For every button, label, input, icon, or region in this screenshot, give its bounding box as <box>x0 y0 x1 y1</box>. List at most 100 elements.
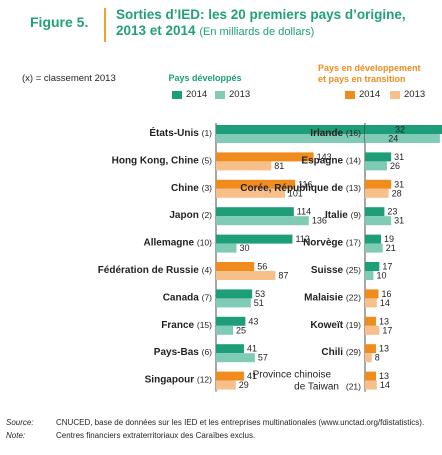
bar-2014 <box>216 179 296 189</box>
value-label-2013: 136 <box>312 216 327 226</box>
legend-label: 2013 <box>229 89 251 100</box>
bar-2014 <box>216 152 314 162</box>
bar-2014 <box>365 371 376 381</box>
category-label: Chili (29) <box>321 347 361 358</box>
value-label-2013: 17 <box>382 325 392 335</box>
category-label: Pays-Bas (6) <box>154 347 212 358</box>
bar-2013 <box>365 134 386 143</box>
value-label-2013: 28 <box>392 188 402 198</box>
value-label-2014: 116 <box>298 179 312 189</box>
bar-group-right-8: Chili (29) 138 <box>321 344 389 363</box>
value-label-2014: 13 <box>379 316 389 326</box>
bar-2013 <box>216 271 276 280</box>
category-label: Hong Kong, Chine (5) <box>112 155 213 166</box>
bar-2013 <box>216 353 255 363</box>
title-unit: (En milliards de dollars) <box>199 26 315 38</box>
category-label: Irlande (16) <box>310 128 361 139</box>
bar-group-left-5: Fédération de Russie (4) 56 87 <box>98 262 289 281</box>
legend-developing-2013: 2013 <box>390 89 425 100</box>
value-label-2014: 17 <box>382 262 392 272</box>
bar-2014 <box>365 179 392 189</box>
bar-2014 <box>216 289 253 299</box>
bar-2013 <box>365 325 380 335</box>
title-divider <box>104 8 106 42</box>
title-line-1: Sorties d’IED: les 20 premiers pays d’or… <box>116 7 406 22</box>
bar-2013 <box>365 161 387 171</box>
bar-2014 <box>365 125 392 134</box>
bar-2014 <box>365 316 376 326</box>
value-label-2013: 51 <box>254 298 264 308</box>
value-label-2014: 19 <box>384 234 394 244</box>
value-label-2013: 10 <box>376 271 386 281</box>
value-label-2013: 81 <box>274 161 284 171</box>
value-label-2014: 56 <box>257 262 267 272</box>
bar-2014 <box>365 289 379 299</box>
value-label-2013: 25 <box>236 325 246 335</box>
legend-label: 2013 <box>404 89 426 100</box>
chart-title: Sorties d’IED: les 20 premiers pays d’or… <box>116 7 436 40</box>
legend-developing-2014: 2014 <box>345 89 380 100</box>
source-text: CNUCED, base de données sur les IED et l… <box>56 418 425 427</box>
bar-2014 <box>365 344 376 354</box>
bar-2013 <box>365 216 392 226</box>
value-label-2014: 13 <box>379 344 389 354</box>
bar-2014 <box>216 125 442 134</box>
bar-2014 <box>216 344 244 354</box>
bar-2014 <box>216 262 255 271</box>
category-label: Corée, République de (13) <box>240 183 361 194</box>
legend-developing-line-1: Pays en développement <box>318 63 421 73</box>
value-label-2013: 29 <box>239 380 249 390</box>
title-line-2: 2013 et 2014 <box>116 23 196 38</box>
value-label-2013: 101 <box>288 188 303 198</box>
bar-2013 <box>216 188 285 198</box>
bar-2014 <box>216 371 244 381</box>
footnote: Note: Centres financiers extraterritoriau… <box>6 431 255 440</box>
value-label-2014: 43 <box>248 316 258 326</box>
value-label-2014: 53 <box>255 289 265 299</box>
category-label: Singapour (12) <box>145 375 213 386</box>
bar-group-left-1: Hong Kong, Chine (5) 143 81 <box>112 152 332 171</box>
value-label-2013: 24 <box>388 134 398 144</box>
value-label-2014: 32 <box>395 125 405 135</box>
legend-swatch-developed-2013 <box>215 90 225 99</box>
bar-2013 <box>365 380 377 390</box>
bar-2014 <box>216 316 246 326</box>
bar-2013 <box>365 271 374 280</box>
value-label-2013: 14 <box>380 298 390 308</box>
category-label: Allemagne (10) <box>144 238 213 249</box>
legend-developed-2014: 2014 <box>172 89 207 100</box>
value-label-2014: 31 <box>394 152 404 162</box>
bar-group-left-0: États-Unis (1)337328 <box>149 125 442 143</box>
category-label: États-Unis (1) <box>149 126 212 139</box>
bar-2013 <box>216 161 272 171</box>
value-label-2014: 41 <box>247 371 257 381</box>
bar-group-left-4: Allemagne (10) 112 30 <box>144 234 310 253</box>
value-label-2013: 14 <box>380 380 390 390</box>
category-label: Norvège (17) <box>303 238 361 249</box>
legend-label: 2014 <box>359 89 381 100</box>
bar-2013 <box>216 380 236 390</box>
value-label-2013: 26 <box>390 161 400 171</box>
value-label-2013: 21 <box>386 243 396 253</box>
legend-label: 2014 <box>186 89 208 100</box>
legend-developed-2013: 2013 <box>215 89 250 100</box>
figure-label: Figure 5. <box>30 14 89 30</box>
bar-2014 <box>365 207 385 217</box>
category-label: de Taiwan <box>294 382 339 393</box>
bar-2014 <box>365 234 382 244</box>
category-label: Espagne (14) <box>301 155 361 166</box>
value-label-2014: 143 <box>317 152 332 162</box>
legend-developing-heading: Pays en développement et pays en transit… <box>318 63 438 85</box>
value-label-2014: 13 <box>379 371 389 381</box>
